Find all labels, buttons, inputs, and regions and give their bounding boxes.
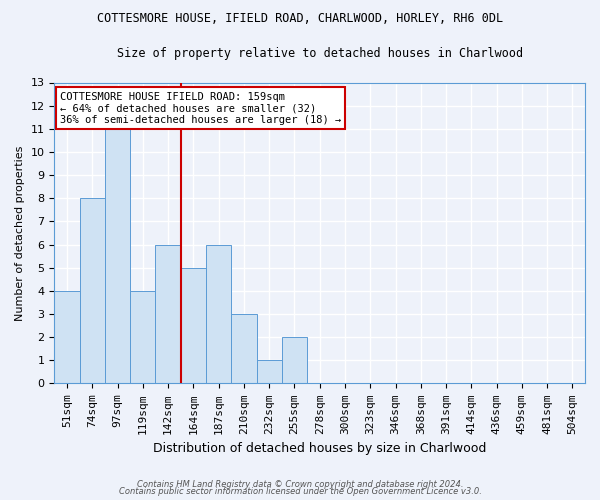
Y-axis label: Number of detached properties: Number of detached properties bbox=[15, 146, 25, 320]
Bar bbox=[206, 244, 231, 384]
Text: Contains HM Land Registry data © Crown copyright and database right 2024.: Contains HM Land Registry data © Crown c… bbox=[137, 480, 463, 489]
Bar bbox=[181, 268, 206, 384]
Bar bbox=[55, 291, 80, 384]
Bar bbox=[105, 129, 130, 384]
Text: Contains public sector information licensed under the Open Government Licence v3: Contains public sector information licen… bbox=[119, 488, 481, 496]
Bar bbox=[231, 314, 257, 384]
Text: COTTESMORE HOUSE IFIELD ROAD: 159sqm
← 64% of detached houses are smaller (32)
3: COTTESMORE HOUSE IFIELD ROAD: 159sqm ← 6… bbox=[60, 92, 341, 124]
Text: COTTESMORE HOUSE, IFIELD ROAD, CHARLWOOD, HORLEY, RH6 0DL: COTTESMORE HOUSE, IFIELD ROAD, CHARLWOOD… bbox=[97, 12, 503, 26]
Bar bbox=[80, 198, 105, 384]
Bar bbox=[130, 291, 155, 384]
Bar bbox=[257, 360, 282, 384]
X-axis label: Distribution of detached houses by size in Charlwood: Distribution of detached houses by size … bbox=[153, 442, 487, 455]
Title: Size of property relative to detached houses in Charlwood: Size of property relative to detached ho… bbox=[116, 48, 523, 60]
Bar bbox=[282, 337, 307, 384]
Bar bbox=[155, 244, 181, 384]
